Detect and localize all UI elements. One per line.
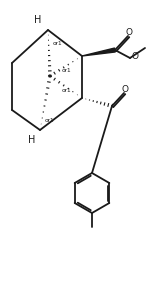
Text: H: H bbox=[34, 15, 42, 25]
Text: or1: or1 bbox=[45, 117, 55, 123]
Text: H: H bbox=[28, 135, 36, 145]
Polygon shape bbox=[82, 48, 115, 56]
Text: O: O bbox=[132, 52, 139, 61]
Text: or1: or1 bbox=[62, 87, 72, 92]
Text: or1: or1 bbox=[53, 40, 63, 46]
Text: O: O bbox=[125, 27, 132, 37]
Text: or1: or1 bbox=[62, 67, 72, 72]
Text: O: O bbox=[121, 85, 128, 94]
